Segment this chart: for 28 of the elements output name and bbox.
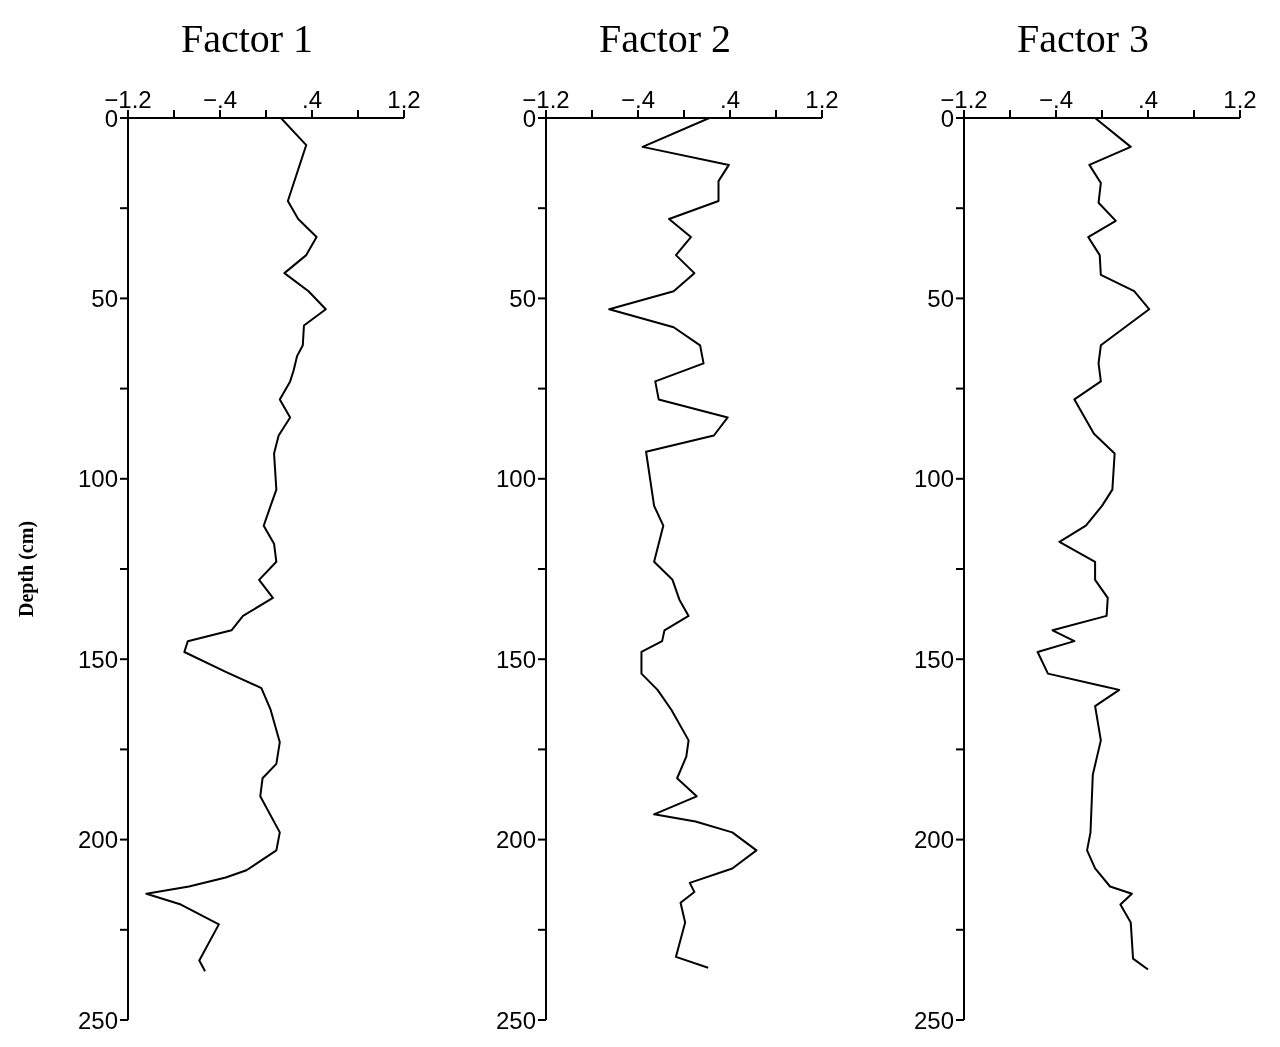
x-tick-label: .4	[301, 86, 323, 113]
y-tick-label: 50	[927, 284, 954, 312]
y-tick-label: 100	[913, 465, 954, 493]
y-tick-label: 50	[91, 284, 118, 312]
chart-title: Factor 2	[597, 15, 733, 63]
x-tick-label: −.4	[1038, 86, 1074, 113]
y-tick-label: 150	[913, 645, 954, 673]
chart-title: Factor 1	[179, 15, 315, 63]
y-axis-title: Depth (cm)	[15, 520, 39, 618]
y-tick-label: 250	[495, 1006, 536, 1034]
x-tick-label: .4	[719, 86, 741, 113]
x-tick-label: −.4	[620, 86, 656, 113]
chart-title: Factor 3	[1015, 15, 1151, 63]
x-tick-label: 1.2	[1223, 86, 1257, 113]
y-tick-label: 50	[509, 284, 536, 312]
y-tick-label: 200	[77, 826, 118, 854]
y-tick-label: 200	[913, 826, 954, 854]
x-tick-label: −.4	[202, 86, 238, 113]
y-tick-label: 100	[77, 465, 118, 493]
y-tick-label: 250	[913, 1006, 954, 1034]
y-tick-label: 150	[495, 645, 536, 673]
x-tick-label: 1.2	[387, 86, 421, 113]
y-tick-label: 200	[495, 826, 536, 854]
x-tick-label: 1.2	[805, 86, 839, 113]
x-tick-label: .4	[1137, 86, 1159, 113]
y-tick-label: 150	[77, 645, 118, 673]
y-tick-label: 100	[495, 465, 536, 493]
y-tick-label: 250	[77, 1006, 118, 1034]
